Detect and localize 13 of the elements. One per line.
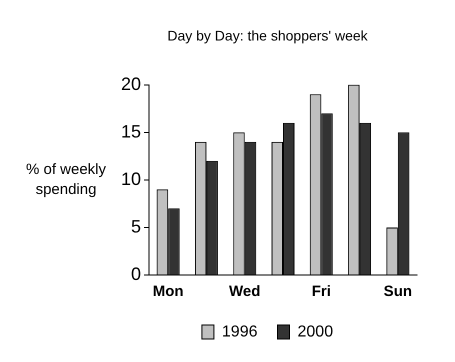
x-tick-label: Sun — [384, 283, 412, 300]
y-tick-label: 10 — [120, 168, 142, 189]
x-tick-label: Fri — [312, 283, 331, 300]
y-tick-label: 15 — [120, 121, 142, 142]
y-tick-label: 5 — [131, 216, 142, 236]
y-axis-title: % of weekly spending — [26, 161, 107, 198]
y-tick-label: 20 — [120, 74, 142, 94]
x-tick-label: Wed — [229, 283, 260, 300]
legend-label: 1996 — [222, 323, 258, 340]
legend-label: 2000 — [298, 323, 334, 340]
y-tick-label: 0 — [131, 264, 142, 284]
chart-title: Day by Day: the shoppers' week — [167, 27, 369, 44]
x-tick-label: Mon — [152, 283, 184, 300]
